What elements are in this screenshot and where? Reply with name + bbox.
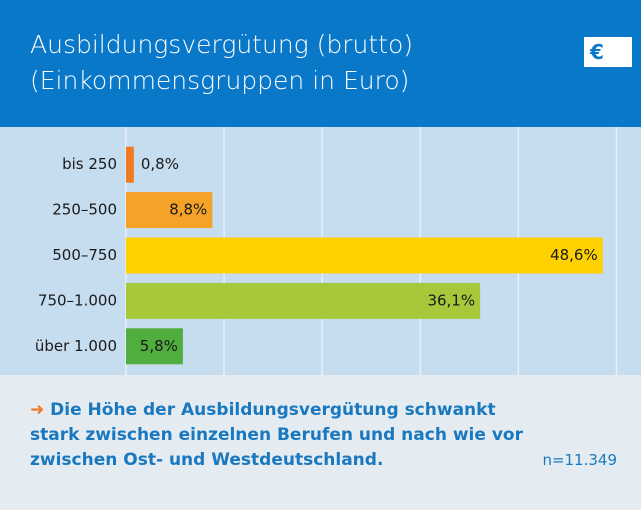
value-label: 36,1%: [427, 291, 475, 309]
value-label: 0,8%: [141, 155, 179, 173]
sample-size: n=11.349: [542, 451, 617, 469]
bar: [126, 282, 481, 319]
note-wrap: ➜ Die Höhe der Ausbildungsvergütung schw…: [30, 398, 530, 473]
bar: [126, 237, 603, 274]
value-label: 48,6%: [550, 246, 598, 264]
y-tick-label: 500–750: [52, 246, 117, 264]
value-label: 5,8%: [140, 337, 178, 355]
header: Ausbildungsvergütung (brutto) (Einkommen…: [0, 0, 641, 127]
bar: [126, 328, 183, 365]
bar: [126, 146, 134, 183]
value-label: 8,8%: [169, 201, 207, 219]
footer: ➜ Die Höhe der Ausbildungsvergütung schw…: [30, 398, 620, 473]
y-tick-label: 750–1.000: [38, 291, 117, 309]
y-tick-label: über 1.000: [35, 337, 117, 355]
chart-title: Ausbildungsvergütung (brutto): [30, 30, 414, 59]
chart: bis 250 0,8% 250–500 8,8% 500–750 48,6% 750–1.…: [0, 127, 641, 375]
note: Die Höhe der Ausbildungsvergütung schwan…: [30, 400, 523, 470]
arrow-icon: ➜: [30, 400, 51, 420]
y-tick-label: 250–500: [52, 201, 117, 219]
y-tick-label: bis 250: [62, 155, 117, 173]
bar: [126, 192, 213, 229]
chart-subtitle: (Einkommensgruppen in Euro): [30, 66, 410, 95]
badge: €: [584, 37, 632, 67]
